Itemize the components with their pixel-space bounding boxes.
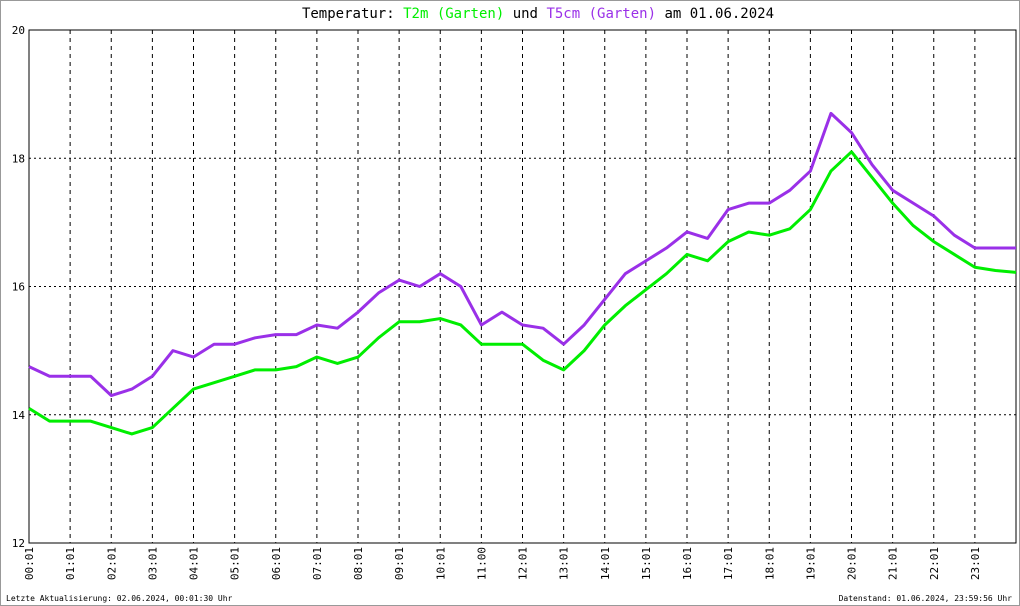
x-tick-label: 12:01: [517, 547, 530, 580]
x-tick-label: 18:01: [763, 547, 776, 580]
x-tick-label: 20:01: [846, 547, 859, 580]
x-tick-label: 16:01: [681, 547, 694, 580]
x-tick-label: 02:01: [105, 547, 118, 580]
x-tick-label: 05:01: [229, 547, 242, 580]
footer-right: Datenstand: 01.06.2024, 23:59:56 Uhr: [839, 594, 1013, 603]
x-tick-label: 19:01: [804, 547, 817, 580]
x-tick-label: 22:01: [928, 547, 941, 580]
x-tick-label: 06:01: [270, 547, 283, 580]
x-tick-label: 04:01: [188, 547, 201, 580]
y-tick-label: 14: [12, 409, 26, 422]
x-tick-label: 09:01: [393, 547, 406, 580]
footer-left: Letzte Aktualisierung: 02.06.2024, 00:01…: [6, 594, 233, 603]
title-join: und: [513, 6, 538, 22]
x-tick-label: 15:01: [640, 547, 653, 580]
x-tick-label: 23:01: [969, 547, 982, 580]
y-tick-label: 16: [12, 281, 25, 294]
x-tick-label: 01:01: [64, 547, 77, 580]
x-tick-label: 21:01: [887, 547, 900, 580]
y-tick-label: 12: [12, 537, 25, 550]
legend-entry: T5cm (Garten): [546, 6, 656, 22]
title-suffix: am 01.06.2024: [664, 6, 774, 22]
x-tick-label: 13:01: [558, 547, 571, 580]
x-tick-label: 08:01: [352, 547, 365, 580]
line-series: [28, 150, 1017, 436]
x-tick-label: 03:01: [146, 547, 159, 580]
y-tick-label: 18: [12, 152, 25, 165]
title-prefix: Temperatur:: [302, 6, 395, 22]
line-series: [28, 111, 1016, 398]
x-tick-label: 07:01: [311, 547, 324, 580]
chart-title: Temperatur: T2m (Garten) und T5cm (Garte…: [302, 6, 774, 22]
legend-entry: T2m (Garten): [403, 6, 504, 22]
x-tick-label: 14:01: [599, 547, 612, 580]
x-tick-label: 10:01: [434, 547, 447, 580]
y-tick-label: 20: [12, 24, 25, 37]
x-tick-label: 17:01: [722, 547, 735, 580]
x-tick-label: 11:00: [475, 547, 488, 580]
x-tick-label: 00:01: [23, 547, 36, 580]
